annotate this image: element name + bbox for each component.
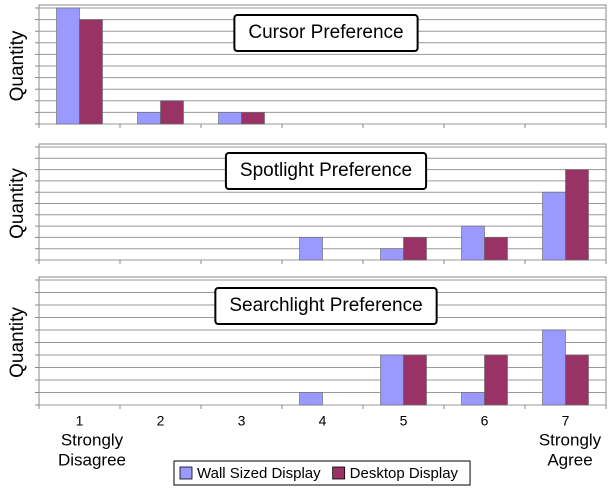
bar: [542, 191, 566, 261]
title-border: [224, 152, 428, 190]
bar: [542, 329, 566, 406]
bar: [484, 354, 508, 406]
x-tick-label: 3: [238, 413, 246, 429]
y-axis-label: Quantity: [7, 168, 28, 239]
legend-swatch: [179, 466, 193, 480]
bar: [380, 354, 404, 406]
bar: [299, 392, 323, 406]
bar: [565, 354, 589, 406]
legend: Wall Sized Display Desktop Display: [173, 460, 471, 486]
x-tick-label: 1: [76, 413, 84, 429]
title-border: [214, 287, 438, 325]
bar: [241, 112, 265, 125]
y-axis-label: Quantity: [7, 30, 28, 101]
title-box: Searchlight Preference: [214, 287, 438, 325]
bar: [403, 237, 427, 261]
bar: [56, 7, 80, 125]
chart-title: Searchlight Preference: [229, 295, 422, 316]
bar: [461, 225, 485, 261]
x-tick-label: 4: [319, 413, 327, 429]
legend-swatch: [332, 466, 346, 480]
title-box: Cursor Preference: [233, 14, 419, 52]
x-tick-label: 6: [481, 413, 489, 429]
bar: [137, 112, 161, 125]
chart-title: Cursor Preference: [248, 22, 403, 43]
bar: [79, 19, 103, 125]
chart-title: Spotlight Preference: [240, 160, 412, 181]
x-tick-label: 7: [562, 413, 570, 429]
y-axis-label: Quantity: [7, 307, 28, 378]
title-box: Spotlight Preference: [224, 152, 428, 190]
bar: [461, 392, 485, 406]
x-tick-label: 2: [157, 413, 165, 429]
bar: [565, 169, 589, 261]
legend-box: [173, 460, 471, 486]
bar: [403, 354, 427, 406]
bar: [218, 112, 242, 125]
title-border: [233, 14, 419, 52]
axis-end-label: Disagree: [58, 450, 126, 469]
legend-label: Desktop Display: [350, 465, 459, 482]
bar: [484, 237, 508, 261]
legend-label: Wall Sized Display: [197, 465, 321, 482]
axis-end-label: Strongly: [61, 430, 124, 449]
axis-end-label: Agree: [547, 450, 592, 469]
axis-end-label: Strongly: [539, 430, 602, 449]
bar: [160, 100, 184, 125]
bar: [380, 248, 404, 261]
bar: [299, 237, 323, 261]
x-tick-label: 5: [400, 413, 408, 429]
